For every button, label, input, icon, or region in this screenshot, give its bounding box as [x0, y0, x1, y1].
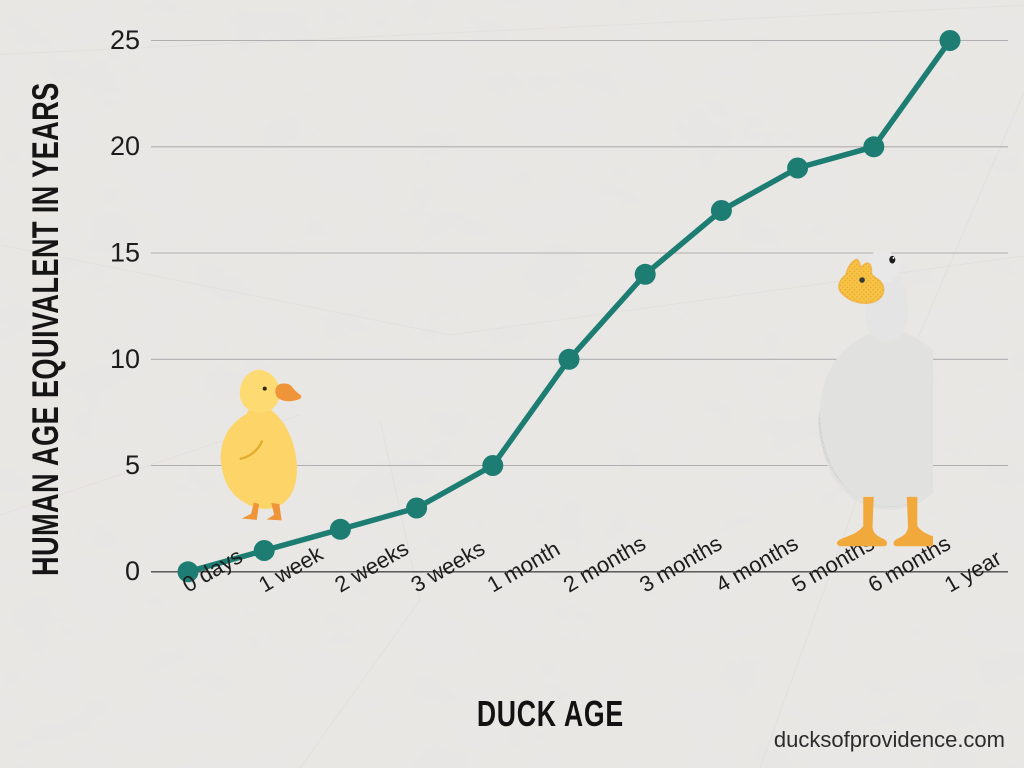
- svg-text:25: 25: [110, 25, 140, 55]
- svg-text:20: 20: [110, 131, 140, 161]
- svg-text:5: 5: [125, 450, 140, 480]
- svg-text:2 weeks: 2 weeks: [330, 535, 412, 597]
- svg-text:1 month: 1 month: [483, 536, 564, 597]
- svg-text:3 weeks: 3 weeks: [407, 535, 489, 597]
- svg-text:2 months: 2 months: [559, 530, 650, 597]
- svg-text:0 days: 0 days: [178, 543, 247, 597]
- svg-text:3 months: 3 months: [635, 530, 726, 597]
- svg-text:15: 15: [110, 238, 140, 268]
- svg-text:10: 10: [110, 344, 140, 374]
- svg-text:0: 0: [125, 556, 140, 586]
